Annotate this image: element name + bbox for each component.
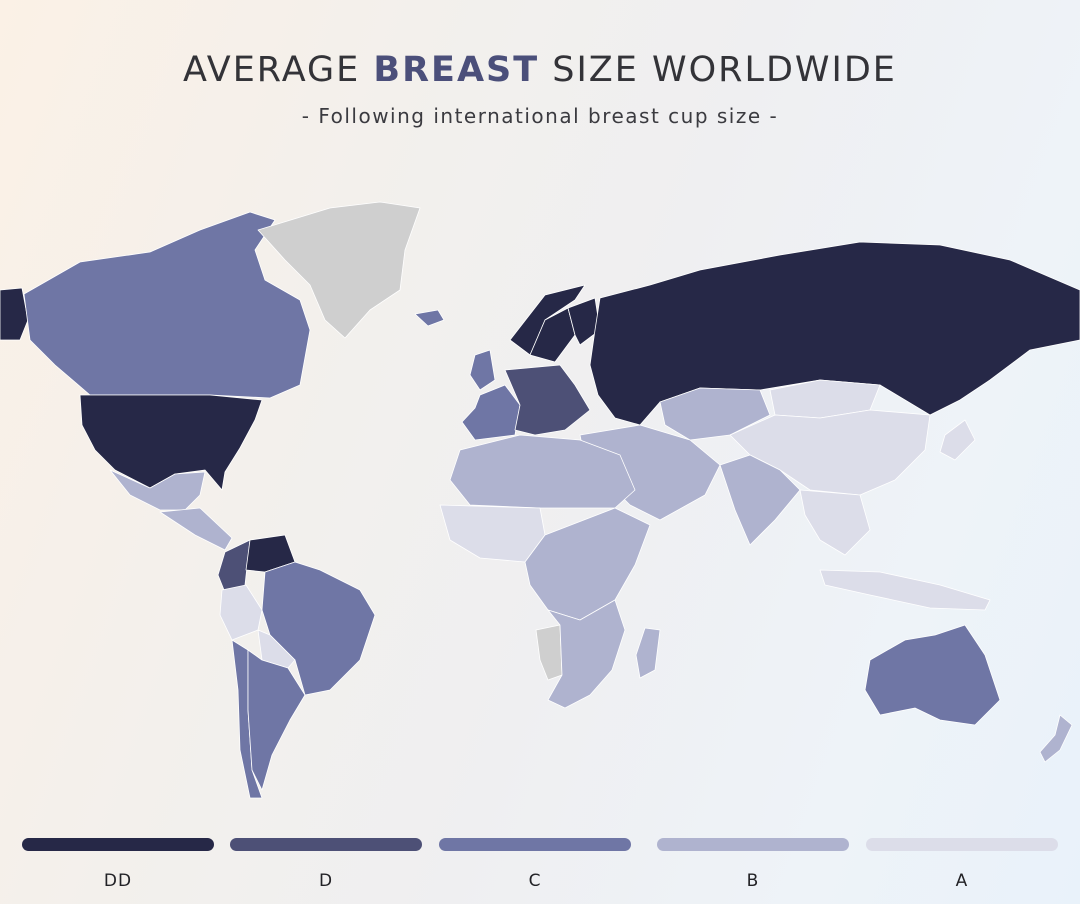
region-united-states [79,394,263,491]
region-argentina [247,649,306,791]
region-mexico [109,469,206,511]
legend-bar-b [657,838,849,851]
legend-bar-a [866,838,1058,851]
legend-item-d: D [230,838,422,891]
legend-label-c: C [528,871,542,891]
region-north-africa [449,434,636,509]
region-brazil [261,561,376,696]
region-indonesia [819,569,991,611]
region-central-america [159,507,233,551]
legend: DD D C B A [0,838,1080,898]
subtitle: - Following international breast cup siz… [301,104,779,128]
legend-item-b: B [657,838,849,891]
legend-item-dd: DD [22,838,214,891]
region-central-europe [504,364,591,436]
legend-item-c: C [439,838,631,891]
region-kazakhstan [659,387,771,441]
title-block: AVERAGE BREAST SIZE WORLDWIDE - Followin… [0,50,1080,128]
region-finland [567,297,601,346]
title-part-1: AVERAGE [183,50,374,90]
region-southeast-asia [799,489,871,556]
region-madagascar [635,627,661,679]
region-greenland [257,201,421,339]
region-central-africa [524,507,651,621]
region-western-europe [461,384,521,441]
legend-bar-d [230,838,422,851]
region-namibia [535,624,563,681]
region-southern-africa [547,599,626,709]
title-part-2: SIZE WORLDWIDE [539,50,897,90]
region-united-kingdom [469,349,496,391]
region-australia [864,624,1001,726]
region-japan [939,419,976,461]
legend-label-d: D [318,871,334,891]
legend-item-a: A [866,838,1058,891]
legend-bar-dd [22,838,214,851]
page-title: AVERAGE BREAST SIZE WORLDWIDE [0,50,1080,90]
region-bolivia [257,629,296,669]
legend-label-b: B [746,871,760,891]
region-canada [23,211,311,399]
title-highlight: BREAST [373,50,540,90]
region-new-zealand [1039,714,1073,763]
world-map [0,201,1080,799]
legend-bar-c [439,838,631,851]
region-india [719,454,801,546]
region-alaska [0,287,29,341]
region-peru [219,584,263,641]
legend-label-dd: DD [103,871,133,891]
region-iceland [414,309,445,327]
legend-label-a: A [955,871,969,891]
region-russia [589,241,1080,426]
region-west-africa [439,504,546,563]
